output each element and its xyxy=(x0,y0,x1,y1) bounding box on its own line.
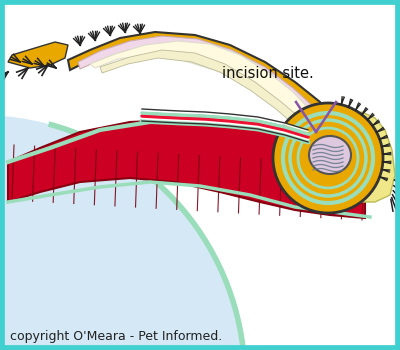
Circle shape xyxy=(273,103,383,213)
Ellipse shape xyxy=(309,136,351,174)
Polygon shape xyxy=(78,36,332,142)
Text: incision site.: incision site. xyxy=(222,66,314,81)
Polygon shape xyxy=(8,42,68,68)
Polygon shape xyxy=(8,120,365,218)
Circle shape xyxy=(0,115,245,350)
Polygon shape xyxy=(100,50,318,143)
Polygon shape xyxy=(345,112,395,202)
Text: copyright O'Meara - Pet Informed.: copyright O'Meara - Pet Informed. xyxy=(10,330,222,343)
Polygon shape xyxy=(90,41,325,143)
Polygon shape xyxy=(68,32,340,142)
